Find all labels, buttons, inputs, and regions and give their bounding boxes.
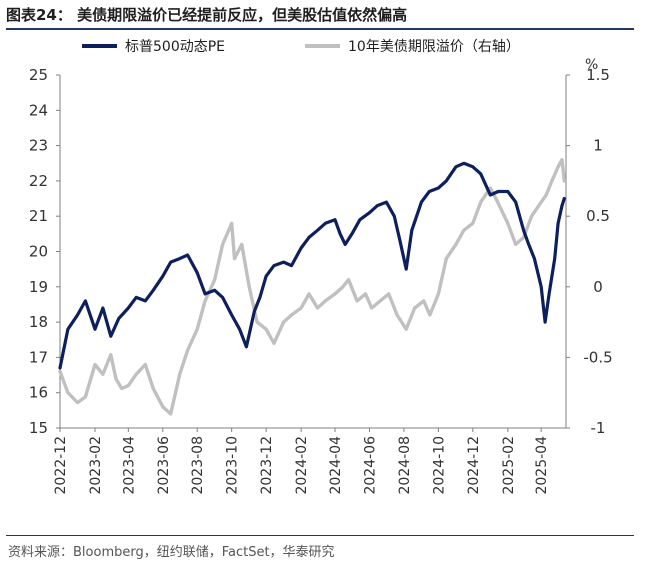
x-tick-label: 2024-10	[431, 436, 447, 495]
x-tick-label: 2024-12	[466, 436, 482, 495]
source-rule	[6, 535, 634, 536]
source-note: 资料来源：Bloomberg，纽约联储，FactSet，华泰研究	[8, 545, 335, 560]
x-tick-label: 2023-02	[88, 436, 104, 495]
right-tick-label: 1	[593, 137, 603, 155]
x-tick-label: 2024-02	[294, 436, 310, 495]
title-rule	[6, 28, 634, 30]
left-tick-label: 15	[29, 419, 48, 437]
x-tick-label: 2023-12	[259, 436, 275, 495]
x-tick-label: 2024-06	[362, 436, 378, 495]
left-tick-label: 17	[29, 348, 48, 366]
x-tick-label: 2025-04	[534, 436, 550, 495]
series-line-term-premium	[58, 157, 566, 416]
left-tick-label: 19	[29, 278, 48, 296]
plot-area: 15 16 17 18 19 20 21 22 23 24 25 -1 -0.5 0 0.5 1 1.5 2022…	[29, 66, 613, 495]
x-tick-label: 2024-04	[328, 436, 344, 495]
left-tick-label: 16	[29, 384, 48, 402]
right-tick-label: 1.5	[586, 66, 610, 84]
legend: 标普500动态PE 10年美债期限溢价（右轴）	[82, 39, 520, 55]
x-tick-label: 2023-08	[190, 436, 206, 495]
x-tick-label: 2024-08	[397, 436, 413, 495]
left-tick-label: 25	[29, 66, 48, 84]
chart-title: 图表24： 美债期限溢价已经提前反应，但美股估值依然偏高	[6, 6, 408, 24]
series-line-pe	[58, 161, 566, 370]
right-axis-unit: %	[585, 57, 598, 73]
left-tick-label: 18	[29, 313, 48, 331]
right-tick-label: 0	[593, 278, 603, 296]
left-tick-label: 23	[29, 137, 48, 155]
legend-label-tp: 10年美债期限溢价（右轴）	[348, 39, 520, 55]
legend-label-pe: 标普500动态PE	[125, 39, 225, 55]
x-tick-label: 2023-04	[121, 436, 137, 495]
right-tick-label: -1	[591, 419, 606, 437]
left-tick-label: 20	[29, 243, 48, 261]
x-tick-label: 2025-02	[501, 436, 517, 495]
right-tick-label: -0.5	[583, 348, 612, 366]
left-tick-label: 21	[29, 207, 48, 225]
left-tick-label: 22	[29, 172, 48, 190]
chart: 标普500动态PE 10年美债期限溢价（右轴） % 15 16 17 18 19 20 21…	[29, 39, 613, 495]
x-tick-label: 2022-12	[53, 436, 69, 495]
x-tick-label: 2023-06	[156, 436, 172, 495]
right-tick-label: 0.5	[586, 207, 610, 225]
x-tick-label: 2023-10	[225, 436, 241, 495]
left-tick-label: 24	[29, 101, 48, 119]
